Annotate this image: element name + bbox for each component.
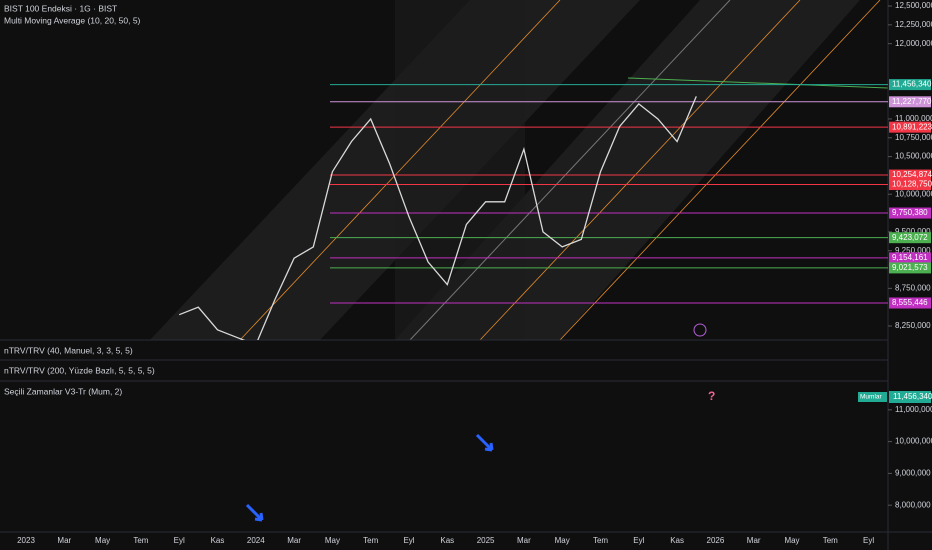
level-label: 10,128,750	[892, 180, 932, 189]
x-tick-label: Tem	[593, 536, 608, 545]
y-tick-label: 9,250,000	[895, 246, 931, 255]
y-tick-label: 10,000,000	[895, 437, 932, 446]
level-label: 9,021,573	[892, 263, 928, 272]
level-label-box	[889, 252, 931, 264]
x-tick-label: Kas	[211, 536, 225, 545]
y-tick-label: 8,000,000	[895, 500, 931, 509]
level-label: 9,423,072	[892, 233, 928, 242]
badge: Mumlar	[860, 394, 883, 401]
x-tick-label: Mar	[287, 536, 301, 545]
x-tick-label: Eyl	[403, 536, 414, 545]
x-tick-label: Eyl	[174, 536, 185, 545]
question-icon: ?	[708, 389, 715, 403]
x-tick-label: Mar	[747, 536, 761, 545]
price-line	[178, 96, 697, 340]
level-label: 11,227,770	[892, 97, 932, 106]
channel-line	[239, 0, 561, 340]
y-tick-label: 12,000,000	[895, 39, 932, 48]
y-tick-label: 12,250,000	[895, 20, 932, 29]
level-label: 9,750,380	[892, 208, 928, 217]
chart-title: BIST 100 Endeksi · 1G · BIST	[4, 3, 117, 13]
arrow-icon	[245, 503, 264, 522]
pane-title: nTRV/TRV (200, Yüzde Bazlı, 5, 5, 5, 5)	[4, 365, 155, 375]
x-tick-label: 2025	[477, 536, 495, 545]
level-label-box	[889, 179, 931, 191]
x-tick-label: Mar	[517, 536, 531, 545]
x-tick-label: 2026	[707, 536, 725, 545]
x-tick-label: 2023	[17, 536, 35, 545]
level-label-box	[889, 297, 931, 309]
indicator-title: Multi Moving Average (10, 20, 50, 5)	[4, 15, 141, 25]
pane-title: Seçili Zamanlar V3-Tr (Mum, 2)	[4, 386, 122, 396]
arrow-icon	[475, 433, 494, 452]
channel-line	[559, 0, 881, 340]
price-layer	[178, 84, 888, 340]
level-label-box	[889, 96, 931, 108]
x-tick-label: Kas	[440, 536, 454, 545]
last-label: 11,456,340	[893, 392, 932, 401]
x-tick-label: Kas	[670, 536, 684, 545]
y-tick-label: 10,500,000	[895, 152, 932, 161]
y-tick-label: 9,000,000	[895, 468, 931, 477]
highlight-zone	[395, 0, 525, 340]
badge-box	[858, 392, 887, 402]
level-label-box	[889, 169, 931, 181]
x-tick-label: May	[325, 536, 340, 545]
y-tick-label: 12,500,000	[895, 1, 932, 10]
level-label: 8,555,446	[892, 298, 928, 307]
level-label-box	[889, 262, 931, 274]
pane-title: nTRV/TRV (40, Manuel, 3, 3, 5, 5)	[4, 345, 133, 355]
x-tick-label: Eyl	[863, 536, 874, 545]
y-tick-label: 10,750,000	[895, 133, 932, 142]
level-label: 10,254,874	[892, 170, 932, 179]
x-tick-label: Tem	[363, 536, 378, 545]
channel-line	[479, 0, 801, 340]
trend-line	[627, 77, 888, 89]
x-tick-label: May	[784, 536, 799, 545]
y-tick-label: 10,000,000	[895, 189, 932, 198]
x-tick-label: Tem	[823, 536, 838, 545]
y-tick-label: 8,750,000	[895, 283, 931, 292]
level-label-box	[889, 79, 931, 91]
x-tick-label: 2024	[247, 536, 265, 545]
level-label: 11,456,340	[892, 80, 932, 89]
last-label-box	[889, 391, 931, 403]
x-tick-label: Mar	[57, 536, 71, 545]
y-tick-label: 9,500,000	[895, 227, 931, 236]
level-label-box	[889, 121, 931, 133]
x-tick-label: May	[555, 536, 570, 545]
y-tick-label: 11,000,000	[895, 114, 932, 123]
y-tick-label: 8,250,000	[895, 321, 931, 330]
x-tick-label: Tem	[133, 536, 148, 545]
level-label-box	[889, 207, 931, 219]
y-tick-label: 11,000,000	[895, 405, 932, 414]
level-label: 9,154,161	[892, 253, 928, 262]
channel-line	[409, 0, 731, 340]
alert-icon[interactable]	[693, 323, 707, 337]
level-label: 10,891,223	[892, 122, 932, 131]
x-tick-label: Eyl	[633, 536, 644, 545]
x-tick-label: May	[95, 536, 110, 545]
level-label-box	[889, 232, 931, 244]
